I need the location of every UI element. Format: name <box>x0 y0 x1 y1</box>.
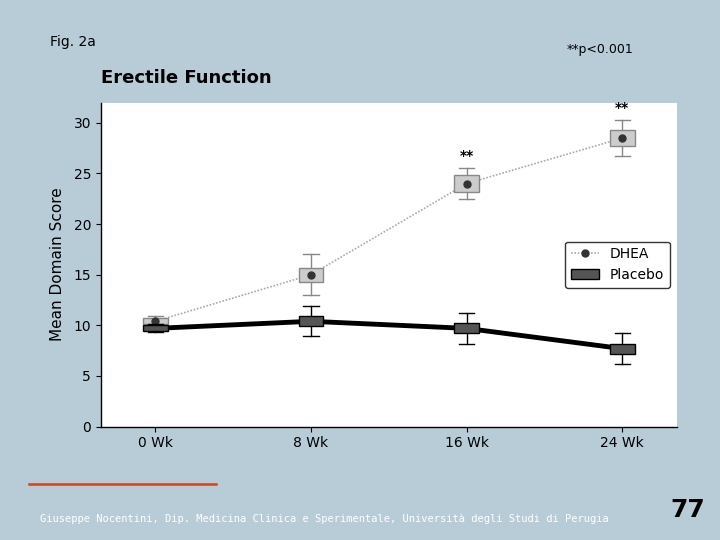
Text: 77: 77 <box>670 498 705 522</box>
Bar <box>299 316 323 326</box>
Text: **: ** <box>615 101 629 115</box>
Bar <box>454 323 479 333</box>
Bar <box>610 130 635 146</box>
Bar <box>143 325 168 332</box>
Text: **: ** <box>459 150 474 163</box>
Text: Erectile Function: Erectile Function <box>101 70 271 87</box>
Bar <box>299 268 323 282</box>
Y-axis label: Mean Domain Score: Mean Domain Score <box>50 188 65 341</box>
Text: Giuseppe Nocentini, Dip. Medicina Clinica e Sperimentale, Università degli Studi: Giuseppe Nocentini, Dip. Medicina Clinic… <box>40 513 609 524</box>
Text: Fig. 2a: Fig. 2a <box>50 35 96 49</box>
Text: **p<0.001: **p<0.001 <box>567 43 634 56</box>
Bar <box>610 343 635 354</box>
Bar <box>143 318 168 325</box>
Bar <box>454 176 479 192</box>
Legend: DHEA, Placebo: DHEA, Placebo <box>565 241 670 288</box>
